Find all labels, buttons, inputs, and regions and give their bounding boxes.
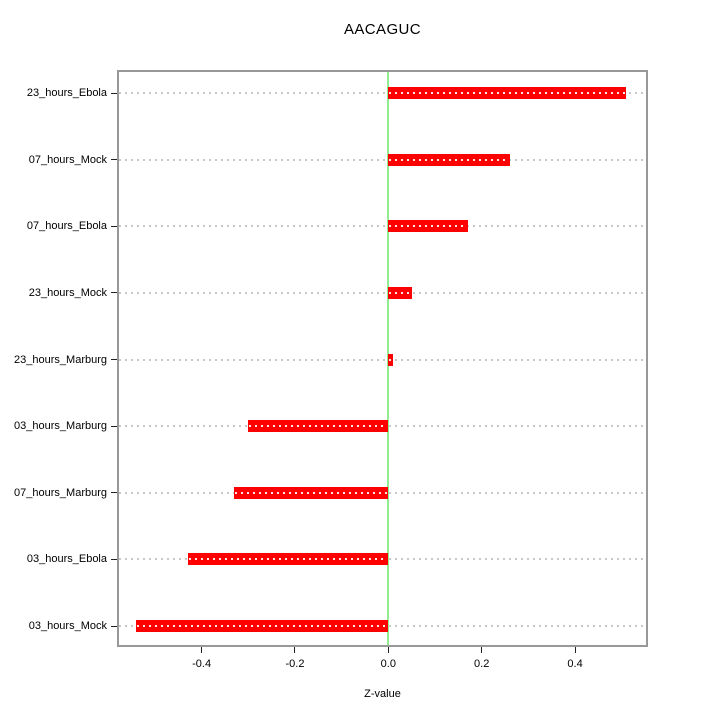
row-gridline: [119, 92, 646, 94]
bar: [248, 420, 389, 433]
chart-title: AACAGUC: [344, 21, 421, 38]
bar: [388, 353, 393, 366]
y-axis-tick: [111, 359, 117, 360]
x-axis-title: Z-value: [364, 688, 401, 700]
category-label: 03_hours_Mock: [28, 620, 107, 632]
bar: [388, 153, 510, 166]
category-label: 23_hours_Marburg: [14, 353, 107, 366]
x-axis-tick: [294, 647, 296, 653]
bar-dot-pattern: [389, 225, 467, 228]
y-axis-tick: [111, 92, 117, 94]
bar: [388, 286, 412, 299]
x-tick-label: -0.4: [192, 658, 212, 670]
row-gridline: [119, 358, 646, 361]
bar-dot-pattern: [235, 491, 388, 494]
row-gridline: [119, 291, 646, 294]
x-axis-tick: [574, 647, 576, 653]
bar-dot-pattern: [389, 358, 392, 361]
category-label: 07_hours_Ebola: [26, 220, 107, 233]
category-label: 23_hours_Ebola: [26, 87, 107, 99]
x-axis-tick: [201, 647, 203, 653]
y-axis-tick: [111, 225, 117, 227]
bar: [388, 220, 468, 233]
y-axis-tick: [111, 159, 117, 161]
y-axis-tick: [111, 558, 117, 560]
bar-dot-pattern: [389, 92, 626, 94]
bar-dot-pattern: [389, 291, 411, 294]
category-label: 03_hours_Ebola: [26, 553, 107, 566]
x-axis-tick: [481, 647, 483, 653]
row-gridline: [119, 225, 646, 228]
x-tick-label: 0.0: [380, 658, 396, 670]
bar: [136, 620, 389, 632]
x-tick-label: 0.2: [474, 658, 490, 670]
y-axis-tick: [111, 492, 117, 494]
bar: [234, 486, 389, 499]
category-label: 23_hours_Mock: [28, 286, 107, 299]
bar: [187, 553, 389, 566]
x-tick-label: -0.2: [285, 658, 305, 670]
bar-dot-pattern: [389, 158, 509, 161]
bar-dot-pattern: [137, 625, 388, 627]
y-axis-tick: [111, 425, 117, 427]
bar-dot-pattern: [188, 558, 388, 561]
x-tick-label: 0.4: [567, 658, 583, 670]
row-gridline: [119, 158, 646, 161]
category-label: 07_hours_Mock: [28, 153, 107, 166]
plot-area: 23_hours_Ebola 07_hours_Mock 07_hours_Ebol…: [14, 70, 648, 670]
category-label: 03_hours_Marburg: [14, 420, 107, 433]
x-axis-tick: [387, 647, 389, 653]
category-label: 07_hours_Marburg: [14, 486, 107, 499]
y-axis-tick: [111, 625, 117, 627]
y-axis-tick: [111, 292, 117, 294]
bar-dot-pattern: [249, 425, 388, 428]
bar: [388, 87, 627, 99]
